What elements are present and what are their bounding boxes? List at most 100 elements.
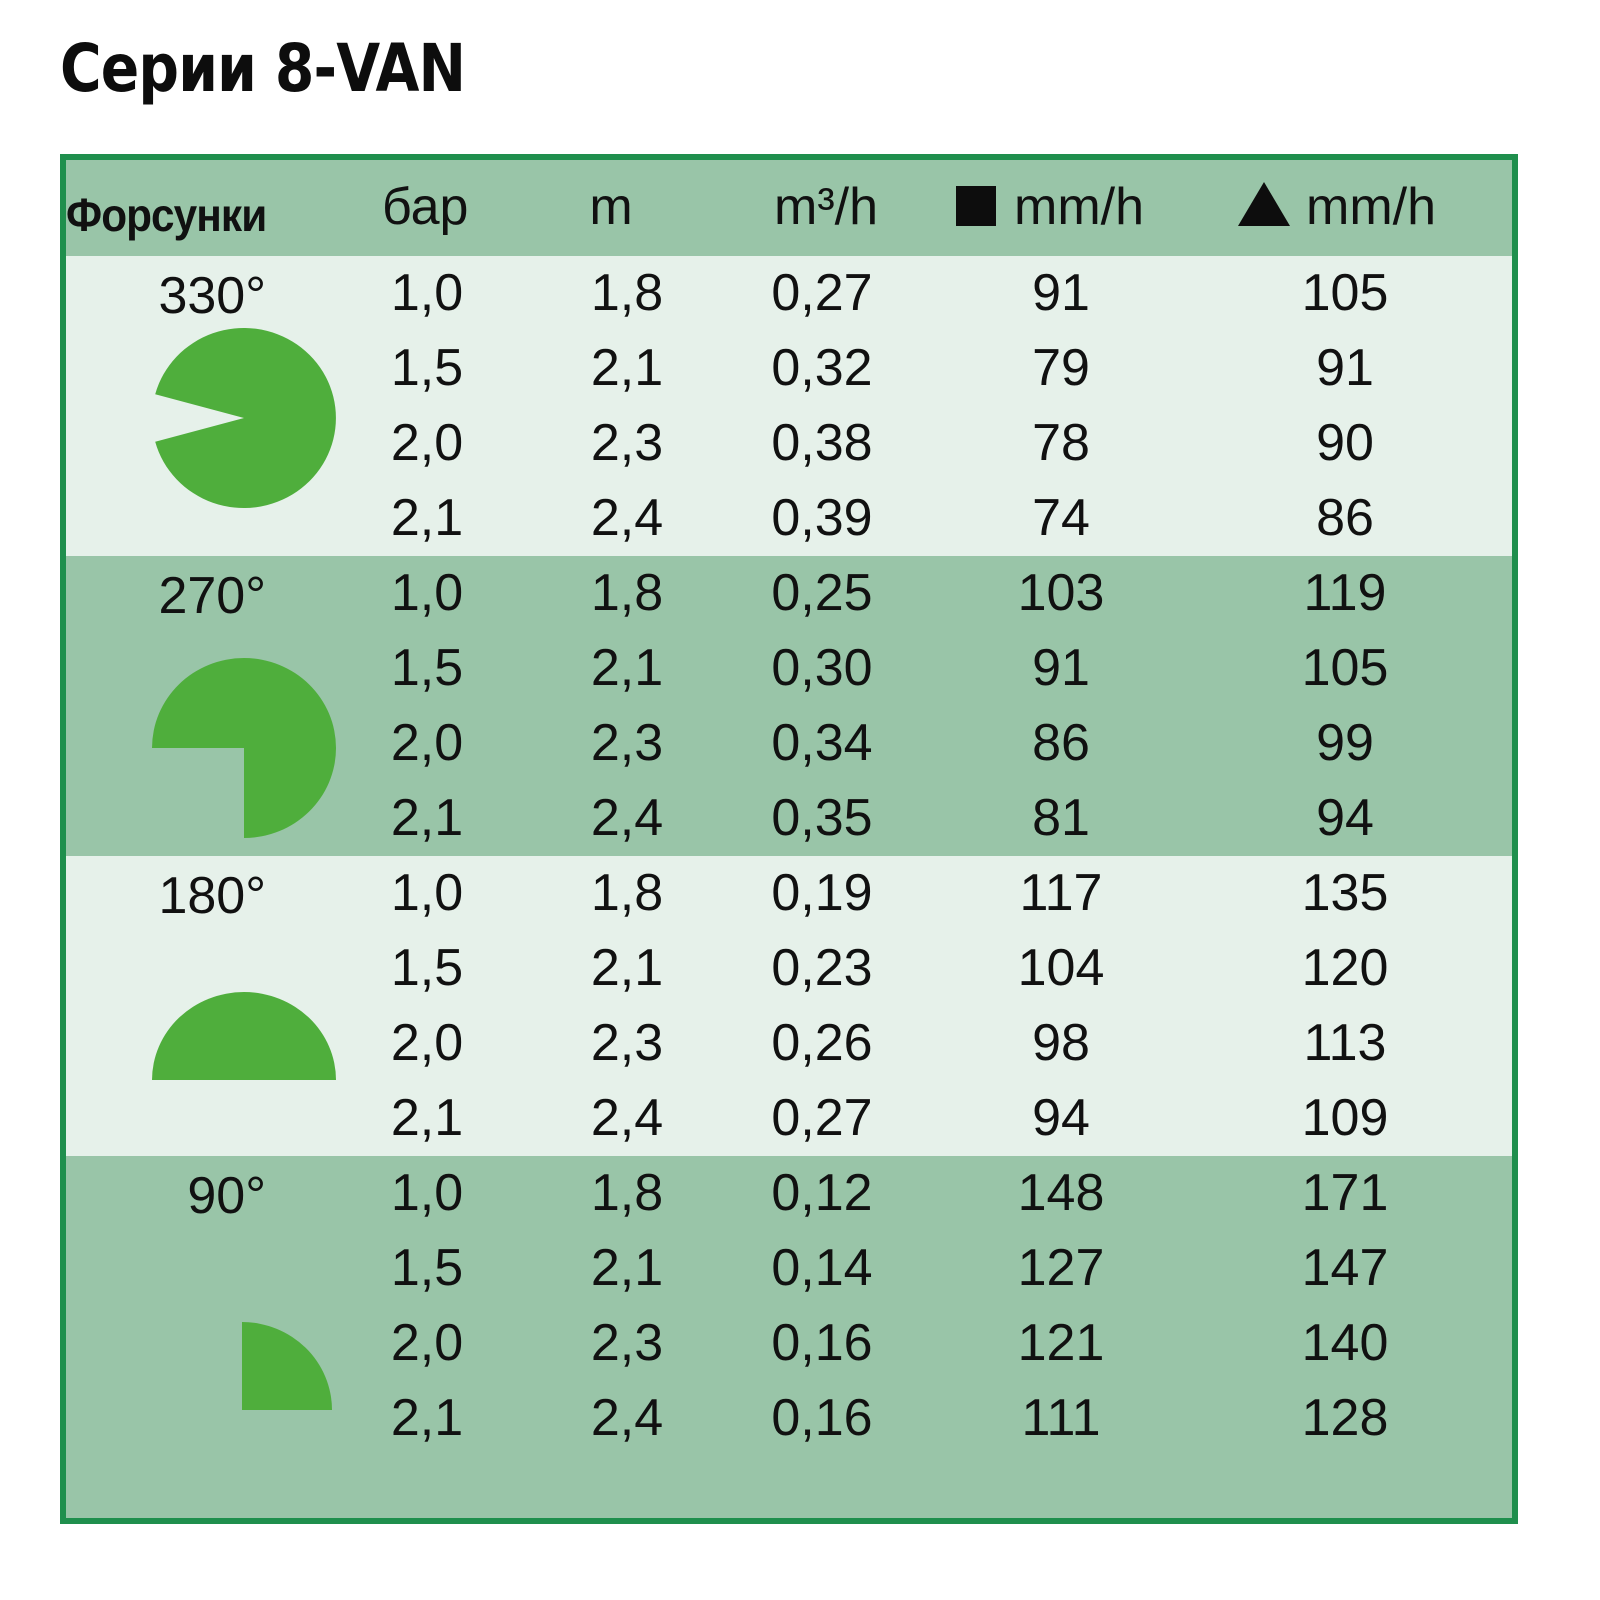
cell-precip-triangle: 119 (1303, 564, 1387, 622)
arc-90-icon (242, 1322, 332, 1410)
table-row: 1,5 2,1 0,23 104 120 (66, 931, 1512, 1006)
cell-precip-triangle: 135 (1301, 864, 1389, 922)
cell-pressure: 1,0 (390, 864, 464, 922)
cell-precip-triangle: 147 (1301, 1239, 1389, 1297)
cell-radius: 2,1 (590, 339, 664, 397)
table-row: 2,1 2,4 0,35 81 94 (66, 781, 1512, 856)
table-row: 2,1 2,4 0,39 74 86 (66, 481, 1512, 556)
nozzle-group-90: 90° 1,0 1,8 0,12 148 171 1,5 2,1 0,14 12… (66, 1156, 1512, 1456)
cell-precip-square: 91 (1032, 264, 1090, 322)
cell-pressure: 1,5 (390, 1239, 464, 1297)
header-precip-square-label: mm/h (1014, 178, 1144, 236)
table-row: 2,0 2,3 0,16 121 140 (66, 1306, 1512, 1381)
square-icon (956, 186, 996, 226)
nozzle-angle: 330° (158, 267, 266, 325)
cell-flow: 0,16 (771, 1314, 873, 1372)
cell-precip-square: 81 (1032, 789, 1090, 847)
cell-precip-square: 103 (1017, 564, 1105, 622)
header-nozzles: Форсунки (66, 189, 267, 241)
cell-radius: 2,4 (590, 489, 664, 547)
header-precip-square: mm/h (956, 172, 1196, 242)
cell-precip-triangle: 99 (1316, 714, 1374, 772)
cell-precip-square: 127 (1017, 1239, 1105, 1297)
cell-radius: 2,1 (590, 939, 664, 997)
header-precip-triangle-label: mm/h (1306, 178, 1436, 236)
cell-precip-square: 86 (1032, 714, 1090, 772)
cell-precip-triangle: 90 (1316, 414, 1374, 472)
cell-flow: 0,23 (771, 939, 873, 997)
nozzle-angle: 90° (187, 1167, 266, 1225)
cell-precip-triangle: 140 (1301, 1314, 1389, 1372)
cell-precip-square: 111 (1021, 1389, 1101, 1447)
cell-flow: 0,16 (771, 1389, 873, 1447)
cell-flow: 0,34 (771, 714, 873, 772)
cell-precip-square: 79 (1032, 339, 1090, 397)
cell-precip-triangle: 109 (1301, 1089, 1389, 1147)
cell-flow: 0,27 (771, 264, 873, 322)
cell-flow: 0,30 (771, 639, 873, 697)
cell-radius: 1,8 (590, 564, 664, 622)
cell-radius: 2,3 (590, 1314, 664, 1372)
table-row: 1,0 1,8 0,12 148 171 (66, 1156, 1512, 1231)
cell-flow: 0,26 (771, 1014, 873, 1072)
cell-pressure: 1,5 (390, 939, 464, 997)
cell-radius: 2,3 (590, 714, 664, 772)
nozzle-angle: 180° (158, 867, 266, 925)
table-row: 2,1 2,4 0,16 111 128 (66, 1381, 1512, 1456)
nozzle-group-270: 270° 1,0 1,8 0,25 103 119 1,5 2,1 0,30 9… (66, 556, 1512, 856)
cell-flow: 0,12 (771, 1164, 873, 1222)
table-row: 1,0 1,8 0,19 117 135 (66, 856, 1512, 931)
cell-radius: 1,8 (590, 864, 664, 922)
cell-flow: 0,25 (771, 564, 873, 622)
cell-radius: 1,8 (590, 1164, 664, 1222)
cell-flow: 0,38 (771, 414, 873, 472)
cell-pressure: 2,0 (390, 1014, 464, 1072)
cell-flow: 0,39 (771, 489, 873, 547)
cell-precip-square: 94 (1032, 1089, 1090, 1147)
cell-radius: 2,3 (590, 414, 664, 472)
cell-pressure: 1,0 (390, 564, 464, 622)
nozzle-group-180: 180° 1,0 1,8 0,19 117 135 1,5 2,1 0,23 1… (66, 856, 1512, 1156)
cell-flow: 0,35 (771, 789, 873, 847)
cell-pressure: 1,0 (390, 264, 464, 322)
cell-pressure: 2,1 (390, 1089, 464, 1147)
cell-pressure: 2,0 (390, 414, 464, 472)
cell-precip-square: 148 (1017, 1164, 1105, 1222)
nozzle-group-330: 330° 1,0 1,8 0,27 91 105 1,5 2,1 0,32 79… (66, 256, 1512, 556)
cell-flow: 0,32 (771, 339, 873, 397)
cell-pressure: 2,0 (390, 714, 464, 772)
cell-pressure: 1,5 (390, 639, 464, 697)
table-row: 2,0 2,3 0,26 98 113 (66, 1006, 1512, 1081)
cell-radius: 2,1 (590, 639, 664, 697)
triangle-icon (1238, 182, 1290, 226)
table-row: 1,0 1,8 0,27 91 105 (66, 256, 1512, 331)
header-precip-triangle: mm/h (1238, 172, 1488, 242)
cell-pressure: 2,1 (390, 489, 464, 547)
cell-precip-triangle: 86 (1316, 489, 1374, 547)
cell-precip-triangle: 105 (1301, 264, 1389, 322)
cell-radius: 2,1 (590, 1239, 664, 1297)
cell-precip-triangle: 105 (1301, 639, 1389, 697)
cell-radius: 2,4 (590, 1389, 664, 1447)
cell-precip-square: 121 (1017, 1314, 1105, 1372)
arc-270-icon (152, 658, 336, 838)
cell-precip-triangle: 120 (1301, 939, 1389, 997)
cell-precip-square: 74 (1032, 489, 1090, 547)
cell-radius: 2,4 (590, 789, 664, 847)
cell-precip-square: 117 (1019, 864, 1103, 922)
cell-precip-square: 98 (1032, 1014, 1090, 1072)
table-row: 1,5 2,1 0,14 127 147 (66, 1231, 1512, 1306)
cell-pressure: 1,5 (390, 339, 464, 397)
cell-radius: 2,4 (590, 1089, 664, 1147)
header-flow: m³/h (774, 178, 878, 236)
header-radius: m (589, 178, 633, 236)
cell-radius: 1,8 (590, 264, 664, 322)
nozzle-performance-table: Форсунки бар m m³/h mm/h mm/h 330° 1,0 1… (60, 154, 1518, 1524)
cell-precip-triangle: 171 (1301, 1164, 1389, 1222)
cell-precip-square: 78 (1032, 414, 1090, 472)
cell-precip-square: 104 (1017, 939, 1105, 997)
cell-flow: 0,14 (771, 1239, 873, 1297)
table-header: Форсунки бар m m³/h mm/h mm/h (66, 160, 1512, 256)
nozzle-angle: 270° (158, 567, 266, 625)
cell-pressure: 2,1 (390, 1389, 464, 1447)
